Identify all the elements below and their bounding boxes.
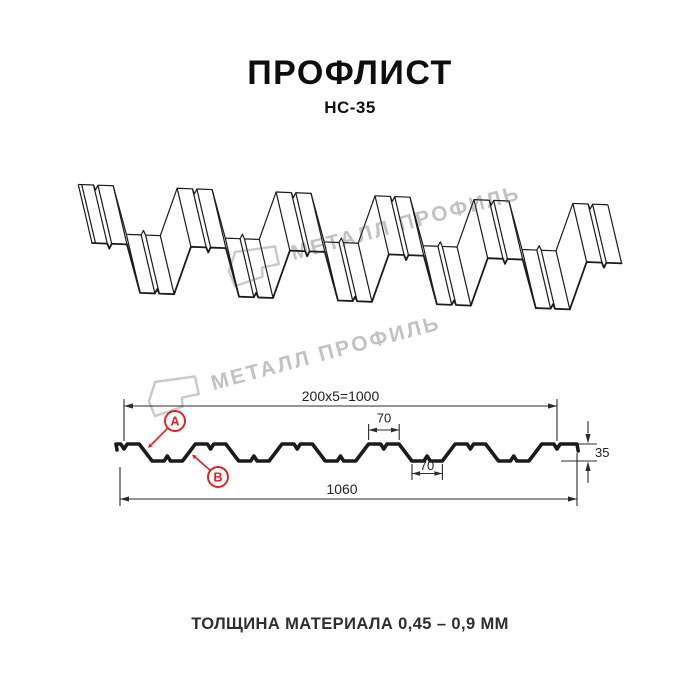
dim-rib-bottom-label: 70 xyxy=(420,458,434,473)
side-a-circle xyxy=(164,410,186,432)
side-b-label: B xyxy=(213,471,222,485)
watermark: МЕТАЛЛ ПРОФИЛЬ xyxy=(221,174,526,292)
side-a-marker: A xyxy=(148,410,186,448)
page-title: ПРОФЛИСТ xyxy=(247,54,453,92)
side-b-circle xyxy=(207,466,229,488)
dimension-rib-bottom: 70 xyxy=(411,458,443,480)
metall-profil-logo-icon xyxy=(147,375,200,418)
watermark: МЕТАЛЛ ПРОФИЛЬ xyxy=(141,304,446,422)
dimension-coverage-width: 200x5=1000 xyxy=(123,388,558,441)
thickness-note: ТОЛЩИНА МАТЕРИАЛА 0,45 – 0,9 ММ xyxy=(191,615,509,633)
side-a-label: A xyxy=(170,415,179,429)
profile-cross-section xyxy=(114,442,580,463)
dim-coverage-label: 200x5=1000 xyxy=(302,388,380,404)
metall-profil-logo-icon xyxy=(227,245,280,288)
profile-name: НС-35 xyxy=(324,98,376,117)
profile-3d-view xyxy=(77,183,623,311)
dimension-height: 35 xyxy=(561,421,609,483)
dim-overall-width-label: 1060 xyxy=(326,481,357,497)
side-b-marker: B xyxy=(192,454,229,488)
dimension-overall-width: 1060 xyxy=(119,453,578,506)
dim-height-label: 35 xyxy=(595,445,609,460)
dimension-rib-top: 70 xyxy=(368,411,400,440)
dim-rib-top-label: 70 xyxy=(377,411,391,426)
